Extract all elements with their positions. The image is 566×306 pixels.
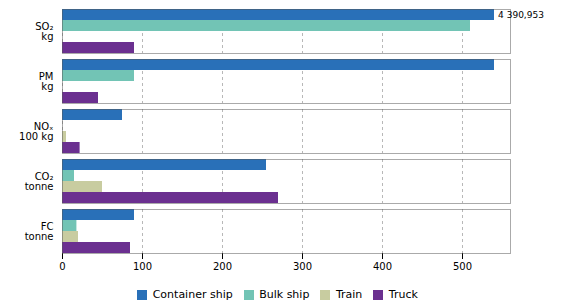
svg-text:SO₂kg: SO₂kg xyxy=(35,21,53,42)
svg-text:0: 0 xyxy=(59,261,65,272)
svg-text:200: 200 xyxy=(213,261,232,272)
html-text:Truck: Truck xyxy=(388,288,418,301)
svg-text:PMkg: PMkg xyxy=(39,71,54,92)
html-text:Container ship: Container ship xyxy=(152,288,233,301)
svg-text:FCtonne: FCtonne xyxy=(25,221,54,242)
svg-text:CO₂tonne: CO₂tonne xyxy=(25,171,54,192)
svg-text:4 390,953: 4 390,953 xyxy=(498,10,544,20)
svg-text:100: 100 xyxy=(133,261,152,272)
html-text:Train: Train xyxy=(335,288,363,301)
svg-text:400: 400 xyxy=(373,261,392,272)
svg-text:300: 300 xyxy=(293,261,312,272)
svg-text:NOₓ100 kg: NOₓ100 kg xyxy=(19,121,53,142)
html-text:Bulk ship: Bulk ship xyxy=(259,288,310,301)
svg-text:500: 500 xyxy=(453,261,472,272)
